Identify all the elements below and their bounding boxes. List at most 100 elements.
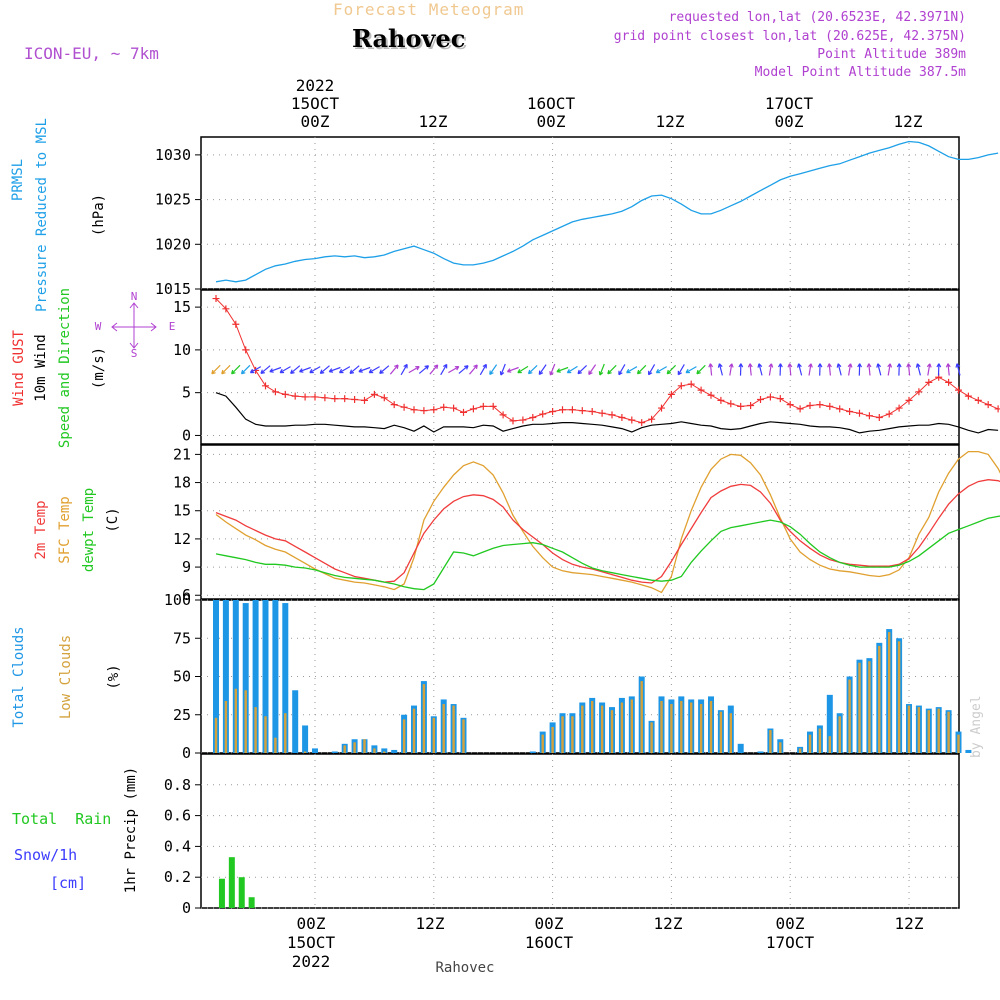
low-clouds-bar bbox=[402, 719, 406, 753]
wind-direction-arrow bbox=[440, 363, 448, 376]
gust-marker bbox=[687, 380, 695, 388]
y-tick-label: 10 bbox=[173, 341, 191, 359]
y-tick-label: 1030 bbox=[155, 146, 191, 164]
wind-direction-arrow bbox=[538, 364, 547, 376]
wind-direction-arrow bbox=[577, 364, 588, 375]
dewpoint-line bbox=[215, 515, 1000, 591]
compass-e-label: E bbox=[169, 320, 176, 333]
wind-direction-arrow bbox=[817, 363, 823, 376]
gust-marker bbox=[351, 396, 359, 404]
bottom-hour-label: 12Z bbox=[416, 914, 445, 933]
low-clouds-bar bbox=[798, 748, 802, 753]
wind-direction-arrow bbox=[588, 364, 597, 376]
low-clouds-bar bbox=[848, 679, 851, 753]
wind-direction-arrow bbox=[876, 363, 882, 376]
gust-marker bbox=[806, 402, 814, 409]
gust-marker bbox=[559, 406, 566, 414]
gust-marker bbox=[519, 416, 527, 424]
wind-direction-arrow bbox=[260, 365, 271, 374]
low-clouds-bar bbox=[917, 707, 921, 753]
gust-marker bbox=[341, 395, 349, 403]
wind-unit: (m/s) bbox=[91, 347, 107, 389]
total-clouds-bar bbox=[312, 748, 318, 753]
low-clouds-bar bbox=[541, 734, 544, 753]
low-clouds-bar bbox=[858, 662, 861, 753]
rain-bar bbox=[238, 877, 245, 908]
low-clouds-bar bbox=[690, 702, 693, 753]
low-clouds-bar bbox=[808, 734, 812, 753]
low-clouds-bar bbox=[878, 645, 881, 753]
gust-marker bbox=[588, 407, 596, 415]
gust-marker bbox=[242, 346, 250, 354]
total-clouds-bar bbox=[242, 603, 249, 753]
total-clouds-bar bbox=[292, 690, 299, 753]
low-clouds-bar bbox=[442, 704, 445, 753]
panel-frame bbox=[200, 753, 960, 909]
y-tick-label: 75 bbox=[173, 629, 191, 647]
y-tick-label: 0 bbox=[182, 426, 191, 444]
wind-direction-arrow bbox=[768, 363, 774, 376]
low-clouds-bar bbox=[373, 748, 376, 753]
wind-direction-arrow bbox=[408, 366, 420, 374]
low-clouds-bar bbox=[927, 710, 930, 753]
wind-direction-arrow bbox=[489, 364, 498, 376]
gust-marker bbox=[321, 394, 329, 402]
wind-direction-arrow bbox=[906, 363, 912, 376]
total-clouds-bar bbox=[222, 600, 229, 753]
gust-marker bbox=[727, 400, 735, 408]
gust-marker bbox=[875, 413, 883, 421]
total-clouds-bar bbox=[331, 751, 338, 753]
gust-marker bbox=[658, 404, 665, 412]
top-day-label-16oct: 16OCT bbox=[527, 94, 576, 113]
wind-direction-arrow bbox=[279, 366, 291, 374]
top-day-label-17oct: 17OCT bbox=[765, 94, 814, 113]
wind-direction-arrow bbox=[636, 364, 647, 375]
wind-direction-arrow bbox=[309, 366, 321, 374]
low-clouds-bar bbox=[274, 737, 277, 753]
wind-direction-arrow bbox=[685, 366, 697, 374]
low-clouds-bar bbox=[244, 690, 247, 753]
top-hour-label: 00Z bbox=[301, 112, 330, 131]
gust-marker bbox=[846, 407, 854, 415]
wind-direction-arrow bbox=[479, 363, 487, 376]
low-clouds-bar bbox=[650, 722, 653, 753]
total-clouds-bar bbox=[272, 600, 279, 753]
wind-direction-arrow bbox=[648, 364, 656, 376]
gust-marker bbox=[578, 407, 586, 415]
wind-direction-arrow bbox=[499, 363, 506, 376]
y-tick-label: 15 bbox=[173, 298, 191, 316]
gust-marker bbox=[786, 401, 794, 409]
low-clouds-label: Low Clouds bbox=[58, 635, 74, 719]
wind-direction-arrow bbox=[319, 365, 330, 374]
low-clouds-bar bbox=[303, 751, 307, 753]
total-clouds-bar bbox=[252, 600, 259, 753]
gust-marker bbox=[450, 404, 458, 412]
wind-direction-arrow bbox=[221, 364, 231, 375]
pressure-unit: (hPa) bbox=[91, 194, 107, 236]
wind-direction-arrow bbox=[448, 366, 460, 374]
y-tick-label: 9 bbox=[182, 558, 191, 576]
panel-frame bbox=[200, 289, 960, 445]
place-title: Rahovec bbox=[352, 24, 466, 53]
low-clouds-bar bbox=[769, 730, 772, 753]
low-clouds-bar bbox=[234, 688, 237, 753]
wind-direction-arrow bbox=[717, 363, 723, 376]
low-clouds-bar bbox=[363, 739, 366, 753]
wind-direction-arrow bbox=[655, 366, 667, 374]
wind-direction-arrow bbox=[696, 364, 706, 375]
top-hour-label: 00Z bbox=[775, 112, 804, 131]
low-clouds-bar bbox=[383, 751, 386, 753]
total-clouds-bar bbox=[232, 600, 239, 753]
y-tick-label: 0.6 bbox=[164, 807, 191, 825]
low-clouds-bar bbox=[551, 726, 554, 753]
bottom-day-label-15oct: 15OCT bbox=[287, 933, 336, 952]
footer-place-label: Rahovec bbox=[435, 960, 494, 976]
wind-direction-arrow bbox=[777, 363, 783, 376]
temp-dewpt-label: dewpt Temp bbox=[81, 488, 97, 572]
total-clouds-label: Total Clouds bbox=[11, 626, 27, 727]
wind-direction-arrow bbox=[556, 366, 569, 373]
gust-marker bbox=[430, 406, 438, 414]
gust-marker bbox=[400, 403, 408, 411]
pressure-line bbox=[215, 140, 999, 283]
gust-marker bbox=[925, 378, 933, 386]
